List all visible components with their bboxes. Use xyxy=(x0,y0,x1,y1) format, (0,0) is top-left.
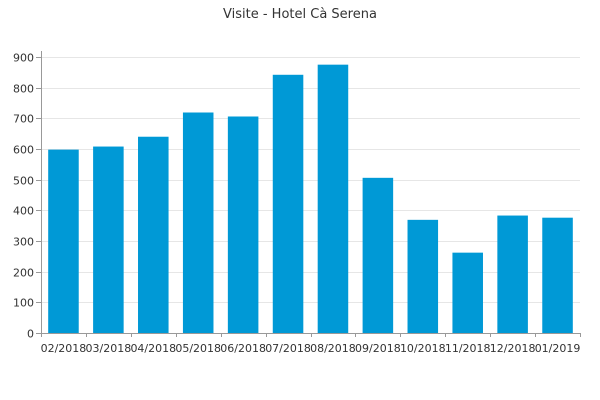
x-tick-label: 03/2018 xyxy=(86,342,132,355)
x-tick-label: 01/2019 xyxy=(535,342,581,355)
y-tick-label: 300 xyxy=(13,236,34,249)
x-tick-label: 02/2018 xyxy=(41,342,87,355)
bar-02-2018 xyxy=(48,149,79,333)
bar-08-2018 xyxy=(317,64,349,334)
y-tick-label: 0 xyxy=(27,328,34,341)
x-tick-label: 11/2018 xyxy=(445,342,491,355)
x-tick-label: 09/2018 xyxy=(355,342,401,355)
chart-title: Visite - Hotel Cà Serena xyxy=(223,7,377,22)
x-tick-label: 08/2018 xyxy=(310,342,356,355)
bar-11-2018 xyxy=(452,252,483,333)
y-tick-label: 200 xyxy=(13,267,34,280)
x-tick-label: 04/2018 xyxy=(130,342,176,355)
y-tick-label: 400 xyxy=(13,205,34,218)
bar-04-2018 xyxy=(138,136,169,333)
x-tick-labels: 02/2018 03/2018 04/2018 05/2018 06/2018 07/20… xyxy=(41,342,581,355)
bars xyxy=(48,64,573,334)
bar-06-2018 xyxy=(227,116,259,333)
y-tick-label: 700 xyxy=(13,113,34,126)
y-tick-label: 600 xyxy=(13,144,34,157)
x-tick-label: 07/2018 xyxy=(265,342,311,355)
y-tick-label: 900 xyxy=(13,52,34,65)
y-tick-label: 100 xyxy=(13,297,34,310)
bar-07-2018 xyxy=(272,74,304,333)
y-tick-label: 800 xyxy=(13,83,34,96)
x-tick-label: 06/2018 xyxy=(220,342,266,355)
y-tick-label: 500 xyxy=(13,175,34,188)
bar-01-2019 xyxy=(542,217,573,333)
bar-10-2018 xyxy=(407,219,439,333)
x-tick-label: 12/2018 xyxy=(490,342,536,355)
bar-12-2018 xyxy=(497,215,528,333)
x-tick-label: 10/2018 xyxy=(400,342,446,355)
y-tick-labels: 0 100 200 300 400 500 600 700 800 900 xyxy=(13,52,34,341)
bar-09-2018 xyxy=(362,177,394,333)
gridlines xyxy=(41,57,580,303)
axes xyxy=(36,51,581,337)
bar-05-2018 xyxy=(182,112,214,333)
bar-03-2018 xyxy=(93,146,124,333)
x-tick-label: 05/2018 xyxy=(175,342,221,355)
